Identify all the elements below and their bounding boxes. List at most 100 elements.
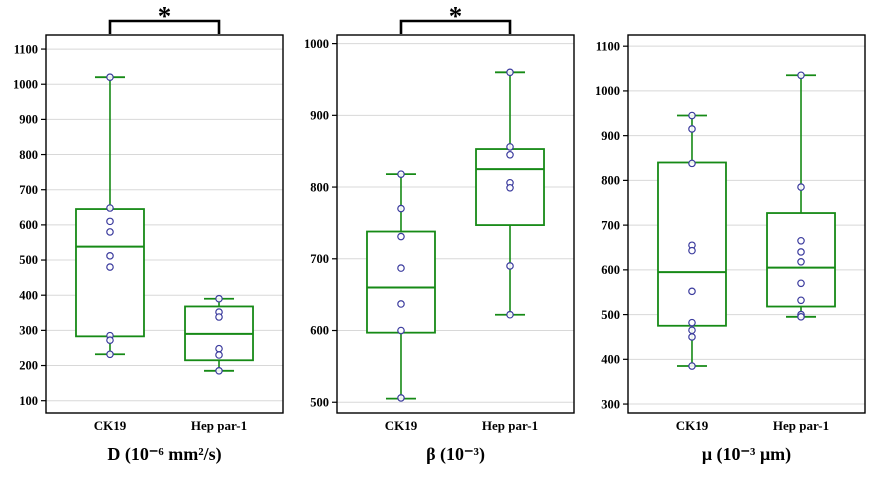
box-group-CK19 (366, 170, 436, 402)
data-point (506, 183, 514, 192)
boxplot-chart-beta: 500 600 700 800 900 1000 CK19 Hep par-1 * (304, 5, 575, 433)
data-point (688, 111, 696, 120)
data-point (797, 257, 805, 266)
x-category-label: CK19 (385, 418, 418, 433)
data-point (688, 159, 696, 168)
data-point (688, 362, 696, 370)
data-point (106, 263, 114, 271)
data-point (106, 228, 114, 236)
data-point (397, 264, 405, 272)
y-tick-label: 1100 (596, 39, 620, 53)
data-point (797, 296, 805, 305)
data-point (106, 204, 114, 212)
data-point (397, 300, 405, 308)
data-point (397, 170, 405, 178)
y-tick-label: 500 (601, 308, 620, 322)
data-point (397, 204, 405, 213)
data-point (106, 350, 114, 359)
panel-mu: 300 400 500 600 700 800 900 1000 1100 CK19 Hep par… (582, 5, 873, 465)
plot-border (627, 34, 866, 414)
y-tick-label: 200 (19, 359, 38, 373)
boxplot-chart-mu: 300 400 500 600 700 800 900 1000 1100 CK19 Hep par… (595, 34, 866, 433)
y-tick-label: 1100 (14, 42, 38, 56)
iqr-box (766, 212, 836, 308)
significance-star: * (158, 5, 172, 31)
y-tick-label: 800 (601, 174, 620, 188)
y-tick-label: 1000 (13, 77, 38, 91)
data-point (688, 318, 696, 327)
x-category-label: Hep par-1 (773, 418, 829, 433)
data-point (797, 248, 805, 256)
x-category-label: CK19 (94, 418, 127, 433)
data-point (106, 73, 114, 81)
y-tick-label: 700 (601, 218, 620, 232)
y-tick-label: 900 (601, 129, 620, 143)
y-tick-label: 900 (310, 109, 329, 123)
significance-star: * (449, 5, 463, 31)
data-point (106, 252, 114, 260)
data-point (215, 294, 223, 303)
data-point (215, 344, 223, 353)
data-point (397, 394, 405, 402)
data-point (797, 236, 805, 245)
boxplot-chart-D: 100 200 300 400 500 600 700 800 900 1000 1100 CK19 H… (13, 5, 284, 433)
box-group-Hep par-1 (475, 68, 545, 319)
data-point (106, 336, 114, 345)
y-tick-label: 100 (19, 394, 38, 408)
y-tick-label: 900 (19, 113, 38, 127)
y-tick-label: 800 (19, 148, 38, 162)
data-point (797, 279, 805, 288)
data-point (397, 326, 405, 335)
box-group-CK19 (75, 73, 145, 359)
panel-title-beta: β (10⁻³) (426, 444, 485, 464)
y-tick-label: 700 (310, 252, 329, 266)
y-tick-label: 700 (19, 183, 38, 197)
data-point (688, 287, 696, 296)
data-point (688, 246, 696, 255)
significance-bracket (399, 19, 512, 34)
panel-title-mu: μ (10⁻³ μm) (701, 444, 792, 464)
y-tick-label: 500 (310, 395, 329, 409)
data-point (506, 310, 514, 319)
x-category-label: Hep par-1 (191, 418, 247, 433)
iqr-box (366, 230, 436, 334)
y-tick-label: 1000 (304, 37, 329, 51)
data-point (506, 68, 514, 77)
data-point (688, 125, 696, 133)
y-tick-label: 500 (19, 253, 38, 267)
panel-D: 100 200 300 400 500 600 700 800 900 1000 1100 CK19 H… (0, 5, 291, 465)
y-tick-label: 800 (310, 180, 329, 194)
plot-border (336, 34, 575, 414)
data-point (397, 232, 405, 241)
y-tick-label: 600 (19, 218, 38, 232)
y-tick-label: 300 (601, 397, 620, 411)
data-point (106, 217, 114, 226)
data-point (506, 143, 514, 151)
y-tick-label: 600 (310, 324, 329, 338)
data-point (506, 150, 514, 159)
data-point (688, 326, 696, 335)
y-tick-label: 600 (601, 263, 620, 277)
significance-bracket (108, 19, 221, 34)
data-point (506, 262, 514, 270)
data-point (797, 183, 805, 191)
y-tick-label: 300 (19, 324, 38, 338)
plot-border (45, 34, 284, 414)
box-group-Hep par-1 (184, 294, 254, 375)
data-point (797, 313, 805, 321)
x-category-label: Hep par-1 (482, 418, 538, 433)
y-tick-label: 1000 (595, 84, 620, 98)
data-point (215, 351, 223, 359)
x-category-label: CK19 (676, 418, 709, 433)
box-group-CK19 (657, 111, 727, 370)
y-tick-label: 400 (19, 288, 38, 302)
data-point (215, 367, 223, 375)
boxplot-figure: 100 200 300 400 500 600 700 800 900 1000 1100 CK19 H… (0, 5, 873, 465)
data-point (797, 71, 805, 80)
panel-beta: 500 600 700 800 900 1000 CK19 Hep par-1 * β (10⁻… (291, 5, 582, 465)
data-point (215, 313, 223, 321)
panel-title-D: D (10⁻⁶ mm²/s) (107, 444, 222, 464)
data-point (688, 333, 696, 341)
box-group-Hep par-1 (766, 71, 836, 321)
y-tick-label: 400 (601, 353, 620, 367)
